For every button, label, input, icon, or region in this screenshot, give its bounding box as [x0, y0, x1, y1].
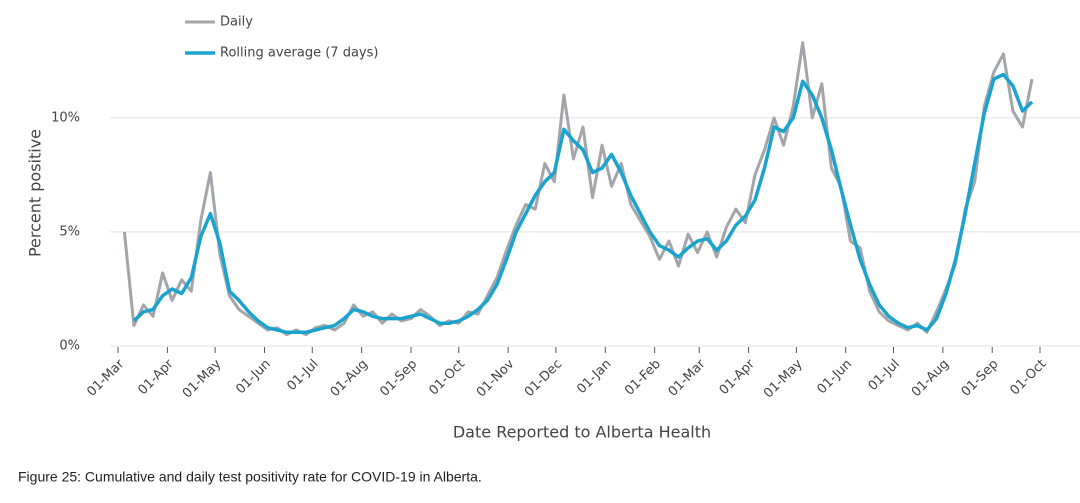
x-tick-label: 01-Oct — [426, 357, 468, 399]
legend-label: Rolling average (7 days) — [220, 46, 378, 61]
y-tick-label: 5% — [59, 224, 80, 239]
x-tick-label: 01-Aug — [909, 357, 952, 400]
x-tick-label: 01-May — [761, 356, 806, 401]
x-tick-label: 01-Jun — [233, 357, 274, 398]
x-tick-label: 01-Mar — [666, 356, 709, 399]
series-line — [132, 72, 1034, 335]
x-tick-label: 01-Jun — [815, 357, 856, 398]
x-tick-label: 01-Nov — [474, 356, 518, 400]
x-tick-label: 01-Mar — [84, 356, 127, 399]
x-tick-label: 01-Sep — [377, 357, 420, 400]
x-tick-label: 01-Apr — [135, 356, 177, 398]
x-tick-label: 01-Dec — [522, 357, 565, 400]
series-line — [122, 41, 1034, 337]
x-tick-label: 01-Sep — [959, 357, 1002, 400]
x-tick-label: 01-Feb — [622, 357, 664, 399]
x-tick-label: 01-Aug — [328, 357, 371, 400]
x-tick-label: 01-Apr — [717, 356, 759, 398]
caption: Figure 25: Cumulative and daily test pos… — [18, 469, 482, 485]
y-axis-title: Percent positive — [26, 129, 45, 257]
x-axis-title: Date Reported to Alberta Health — [453, 423, 711, 442]
y-tick-label: 10% — [51, 110, 80, 125]
x-tick-label: 01-Jan — [574, 357, 614, 397]
x-tick-label: 01-Jul — [866, 357, 903, 394]
x-tick-label: 01-Oct — [1008, 357, 1050, 399]
legend-label: Daily — [220, 15, 253, 30]
x-tick-label: 01-Jul — [284, 357, 321, 394]
y-tick-label: 0% — [59, 339, 80, 354]
x-tick-label: 01-May — [180, 356, 225, 401]
